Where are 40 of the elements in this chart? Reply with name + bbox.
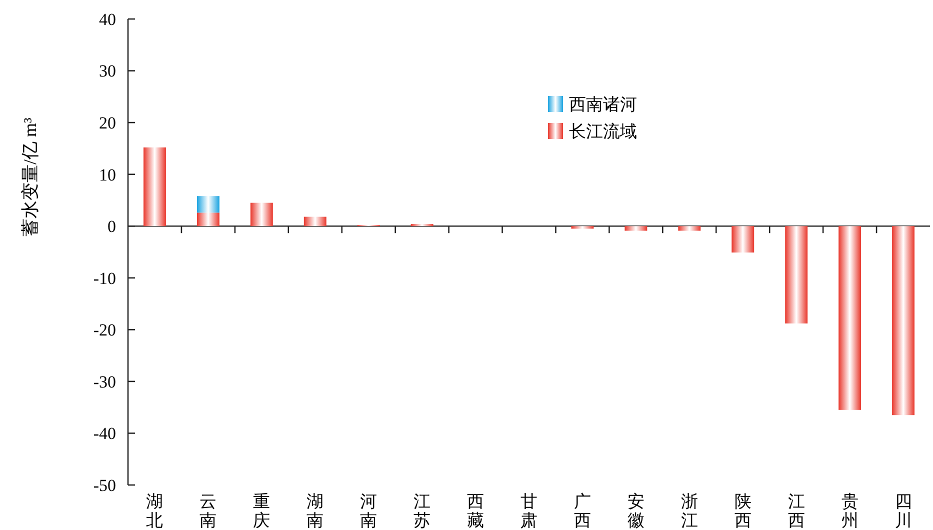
bar <box>250 202 273 226</box>
bar <box>892 226 914 416</box>
y-tick-label: -50 <box>93 476 116 495</box>
x-tick-label: 湖北 <box>146 492 164 530</box>
x-tick-label: 浙江 <box>680 492 698 530</box>
x-tick-label: 甘肃 <box>520 492 538 530</box>
x-tick-label: 西藏 <box>467 492 484 530</box>
legend-label: 长江流域 <box>569 122 637 141</box>
x-tick-label: 四川 <box>894 492 912 530</box>
x-tick-label: 江西 <box>788 492 805 530</box>
y-axis-title: 蓄水变量/亿 m³ <box>20 116 40 236</box>
y-tick-label: 0 <box>108 217 116 236</box>
x-tick-label: 安徽 <box>627 492 644 530</box>
bar <box>678 226 701 231</box>
bar <box>785 226 808 324</box>
bar <box>144 147 166 226</box>
x-tick-label: 湖南 <box>306 492 324 530</box>
legend-label: 西南诸河 <box>569 94 637 114</box>
y-tick-label: 40 <box>99 10 116 29</box>
y-tick-label: 20 <box>99 114 116 133</box>
x-tick-label: 贵州 <box>841 492 858 530</box>
bar <box>196 196 220 213</box>
y-tick-label: -40 <box>93 424 116 444</box>
x-tick-label: 江苏 <box>414 492 431 530</box>
x-tick-label: 重庆 <box>253 492 270 530</box>
x-tick-label: 云南 <box>200 492 217 530</box>
y-tick-label: -30 <box>93 372 116 392</box>
x-tick-label: 河南 <box>360 492 378 530</box>
bar <box>624 226 648 231</box>
bar <box>196 212 220 226</box>
y-tick-label: 30 <box>99 62 116 81</box>
x-tick-label: 陕西 <box>734 492 752 530</box>
y-tick-label: -10 <box>93 268 116 288</box>
y-tick-label: -20 <box>93 320 116 340</box>
bar <box>838 226 862 410</box>
x-tick-label: 广西 <box>574 492 591 530</box>
y-tick-label: 10 <box>99 165 116 184</box>
bar <box>571 226 594 229</box>
bar <box>732 226 754 253</box>
bar <box>304 216 326 226</box>
